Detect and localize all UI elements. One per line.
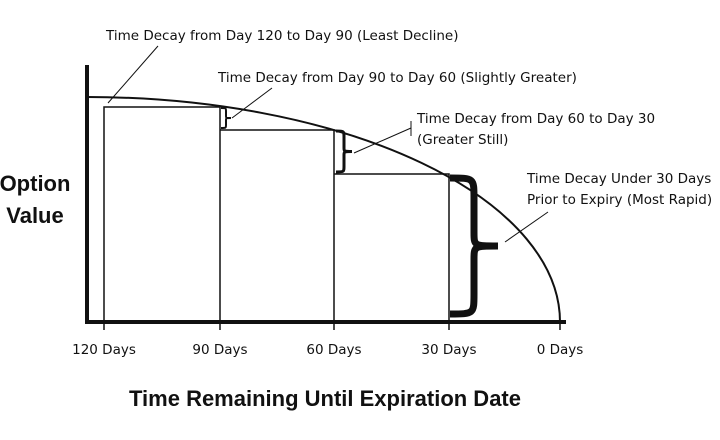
- x-tick-label: 30 Days: [421, 342, 476, 358]
- x-tick-label: 0 Days: [537, 342, 584, 358]
- x-axis-label: Time Remaining Until Expiration Date: [129, 386, 521, 411]
- annotation: Time Decay from Day 60 to Day 30: [416, 111, 655, 127]
- y-axis-label: Value: [6, 203, 63, 228]
- y-axis-label: Option: [0, 171, 70, 196]
- brace: [220, 107, 232, 129]
- x-tick-label: 60 Days: [306, 342, 361, 358]
- annotation: Time Decay from Day 90 to Day 60 (Slight…: [217, 70, 577, 86]
- leader-line: [107, 45, 159, 104]
- brace: [335, 129, 353, 174]
- decay-steps: [103, 106, 450, 322]
- x-tick-label: 90 Days: [192, 342, 247, 358]
- brace: [449, 174, 499, 318]
- leader-line: [504, 211, 549, 243]
- annotation: Time Decay from Day 120 to Day 90 (Least…: [105, 28, 458, 44]
- annotation: Time Decay Under 30 Days: [526, 171, 711, 187]
- annotation: Prior to Expiry (Most Rapid): [527, 192, 712, 208]
- leader-line: [353, 121, 412, 154]
- value-curve: [86, 96, 561, 323]
- leader-line: [231, 87, 273, 119]
- x-tick-label: 120 Days: [72, 342, 136, 358]
- annotation: (Greater Still): [417, 132, 508, 148]
